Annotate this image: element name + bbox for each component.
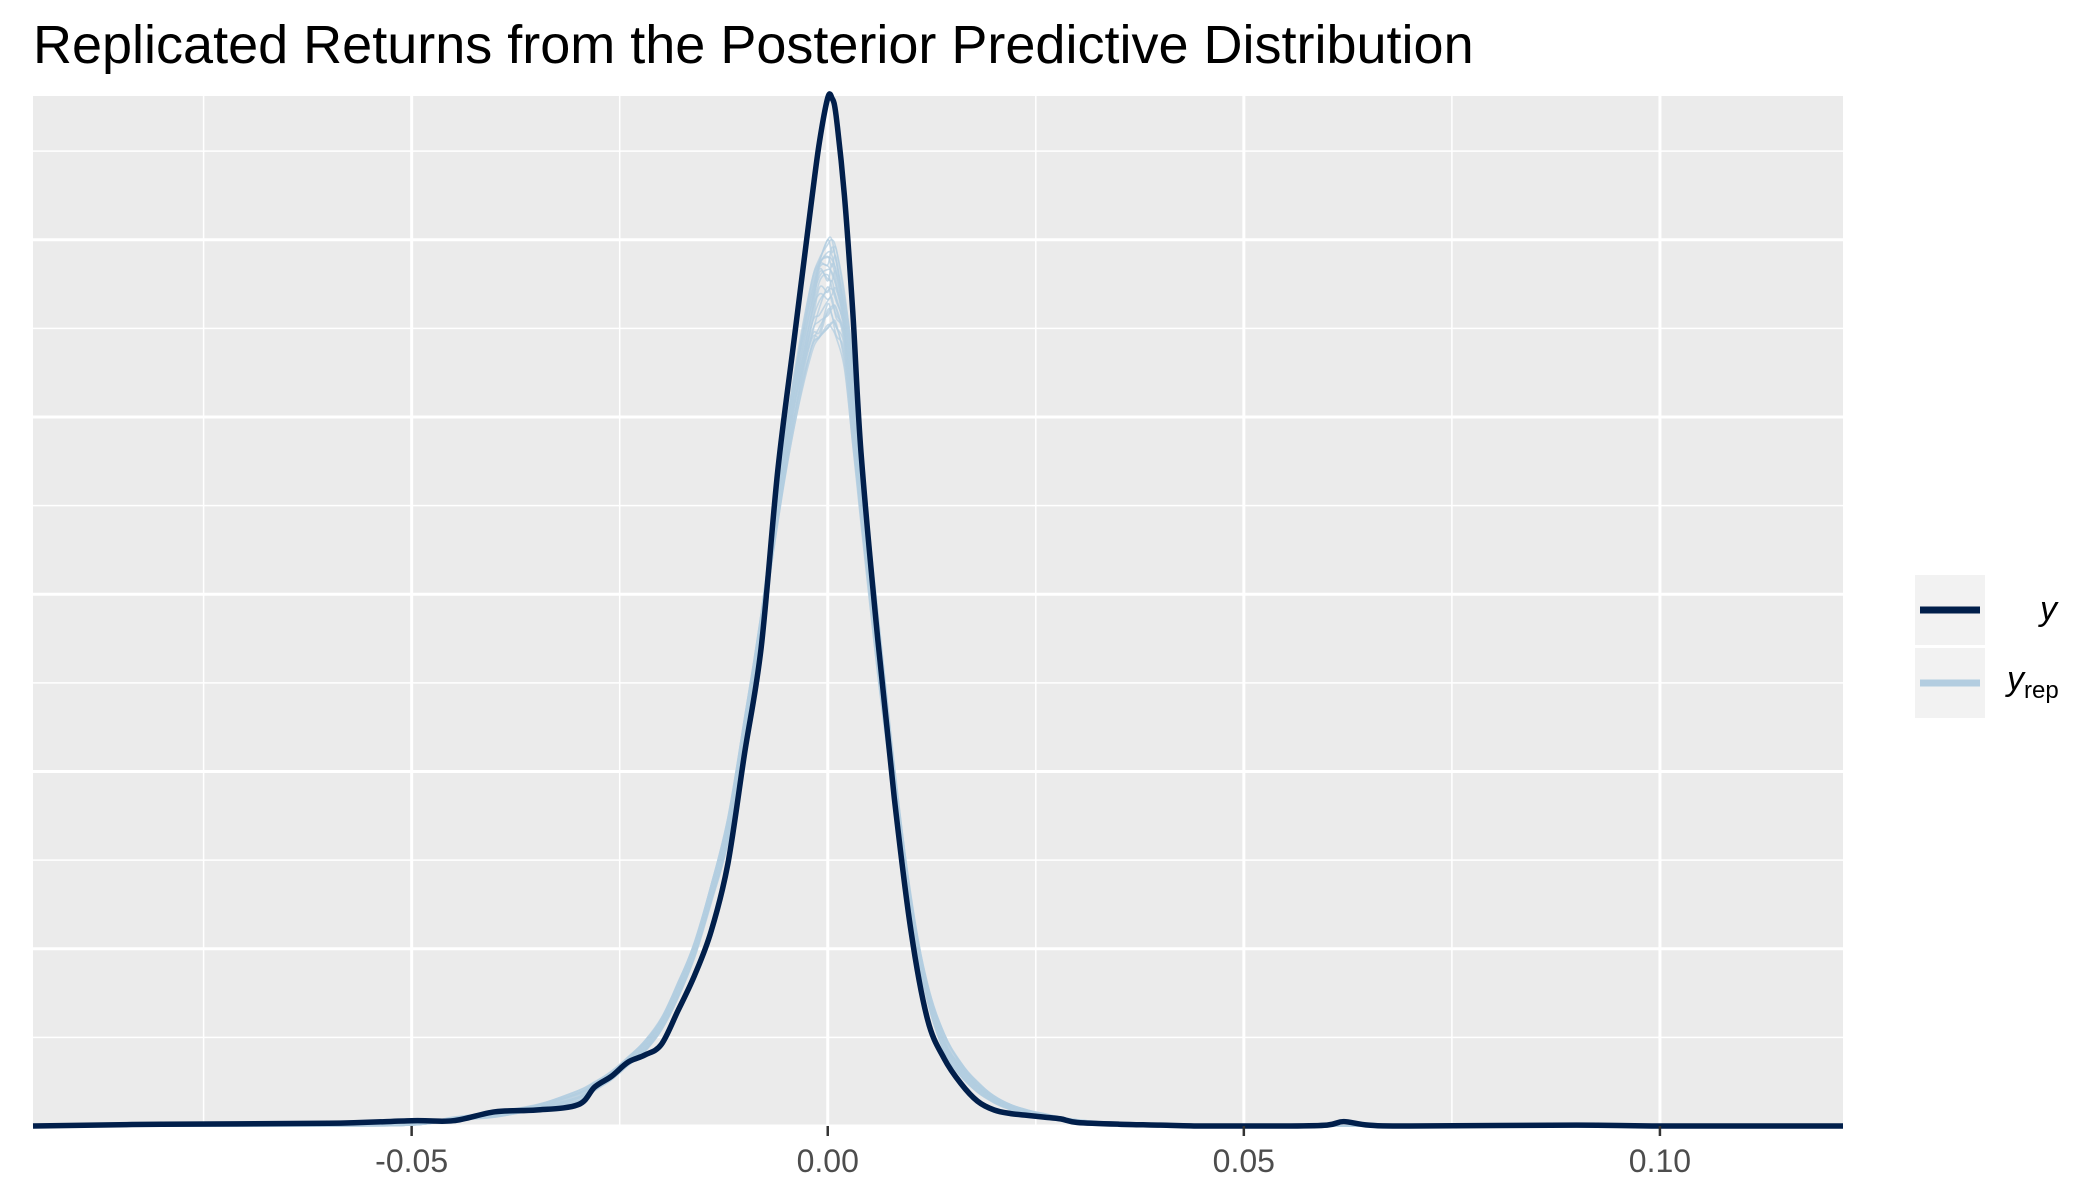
legend-label-y: y xyxy=(2038,590,2059,628)
chart-title: Replicated Returns from the Posterior Pr… xyxy=(33,15,1474,75)
y-series-layer xyxy=(32,91,1844,1129)
plot-panel xyxy=(33,96,1843,1126)
legend-label-yrep: yrep xyxy=(2005,660,2059,704)
y-line xyxy=(32,91,1844,1129)
x-tick-label: 0.10 xyxy=(1629,1143,1691,1179)
x-tick-label: -0.05 xyxy=(375,1143,448,1179)
legend-label-yrep-subscript: rep xyxy=(2024,677,2059,704)
legend-label-yrep-base: y xyxy=(2005,660,2026,698)
x-tick-label: 0.05 xyxy=(1213,1143,1275,1179)
x-axis: -0.05 0.00 0.05 0.10 xyxy=(375,1126,1691,1179)
legend: y yrep xyxy=(1915,575,2059,718)
x-tick-label: 0.00 xyxy=(797,1143,859,1179)
